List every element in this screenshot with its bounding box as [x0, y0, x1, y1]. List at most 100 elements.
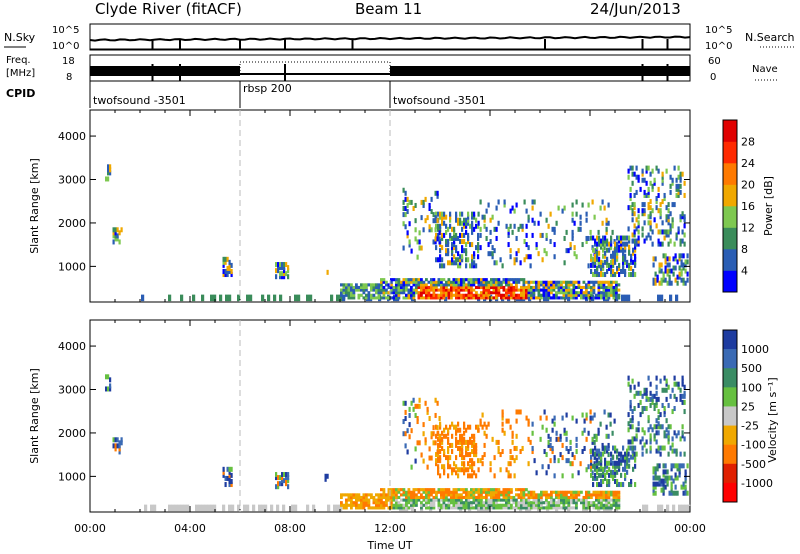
velocity-cell	[682, 490, 685, 496]
velocity-cell	[590, 495, 593, 500]
power-cell	[669, 238, 672, 244]
velocity-cell	[150, 504, 154, 512]
velocity-cell	[667, 384, 670, 390]
velocity-cell	[555, 493, 558, 497]
velocity-cell	[447, 488, 451, 492]
velocity-cell	[550, 506, 553, 510]
power-cell	[459, 260, 462, 266]
power-cell	[507, 232, 510, 238]
power-cell	[615, 291, 618, 295]
velocity-cell	[522, 506, 526, 510]
velocity-cell	[662, 487, 665, 493]
velocity-cell	[385, 501, 388, 505]
power-cell	[545, 288, 548, 292]
velocity-cell	[606, 478, 609, 484]
power-cell	[471, 229, 474, 235]
velocity-cell	[437, 464, 440, 470]
velocity-cell	[372, 495, 376, 500]
power-cell	[557, 283, 561, 287]
velocity-cell	[582, 506, 586, 510]
velocity-cell	[467, 461, 470, 467]
velocity-cell	[665, 387, 668, 393]
velocity-colorbar-tick: 500	[741, 362, 762, 375]
power-cell	[535, 245, 538, 251]
velocity-cell	[662, 463, 665, 469]
mode-change-lines	[239, 110, 391, 512]
power-cell	[352, 285, 356, 290]
velocity-cell	[657, 504, 661, 512]
velocity-cell	[630, 478, 633, 484]
velocity-cell	[405, 495, 408, 500]
power-cell	[678, 253, 681, 259]
power-cell	[450, 285, 453, 290]
velocity-cell	[387, 493, 391, 497]
velocity-cell	[666, 481, 669, 487]
power-cell	[483, 214, 486, 220]
velocity-cell	[550, 498, 553, 502]
power-cell	[432, 278, 436, 282]
velocity-cell	[370, 495, 373, 500]
velocity-cell	[631, 436, 634, 442]
velocity-cell	[627, 445, 630, 451]
power-cell	[547, 283, 551, 287]
velocity-cell	[447, 449, 450, 455]
power-cell	[579, 220, 582, 226]
velocity-cell	[555, 503, 558, 507]
power-cell	[631, 202, 634, 208]
power-cell	[436, 218, 439, 224]
velocity-cell	[684, 487, 687, 493]
power-cell	[563, 260, 566, 266]
power-cell	[550, 280, 553, 284]
power-cell	[467, 211, 470, 217]
power-cell	[592, 280, 596, 284]
velocity-colorbar-tick: -100	[741, 439, 766, 452]
velocity-cell	[402, 400, 405, 406]
power-cell	[467, 239, 470, 245]
power-cell	[645, 235, 648, 241]
velocity-cell	[678, 466, 681, 472]
velocity-cell	[406, 449, 409, 455]
velocity-cell	[430, 488, 433, 492]
power-cell	[457, 280, 461, 284]
velocity-cell	[497, 498, 501, 502]
power-cell	[634, 262, 637, 268]
power-cell	[649, 220, 652, 226]
power-cell	[453, 245, 456, 251]
velocity-cell	[422, 495, 426, 500]
power-cell	[380, 283, 383, 287]
velocity-cell	[592, 475, 595, 481]
velocity-cell	[492, 490, 496, 494]
velocity-cell	[281, 478, 284, 484]
velocity-cell	[547, 464, 550, 470]
power-cell	[597, 283, 601, 287]
power-cell	[527, 296, 531, 300]
velocity-cell	[605, 424, 608, 430]
power-cell	[430, 227, 433, 233]
velocity-colorbar-swatch	[723, 349, 737, 369]
velocity-cell	[521, 445, 524, 451]
power-cell	[616, 268, 619, 274]
velocity-cell	[616, 478, 619, 484]
power-cell	[385, 280, 388, 284]
velocity-cell	[415, 498, 418, 502]
power-cell	[627, 174, 630, 180]
velocity-cell	[447, 503, 451, 507]
velocity-cell	[567, 495, 571, 500]
power-cell	[545, 293, 548, 297]
velocity-cell	[570, 490, 573, 494]
velocity-cell	[387, 490, 391, 494]
power-cell	[655, 199, 658, 205]
power-cell	[463, 220, 466, 226]
power-cell	[612, 272, 615, 278]
velocity-cell	[105, 386, 108, 392]
velocity-cell	[485, 498, 488, 502]
power-cell	[405, 283, 408, 287]
power-cell	[452, 283, 456, 287]
velocity-cell	[567, 506, 571, 510]
velocity-cell	[455, 493, 458, 497]
power-cell	[606, 238, 609, 244]
velocity-cell	[410, 493, 413, 497]
power-cell	[671, 220, 674, 226]
power-cell	[500, 296, 503, 300]
